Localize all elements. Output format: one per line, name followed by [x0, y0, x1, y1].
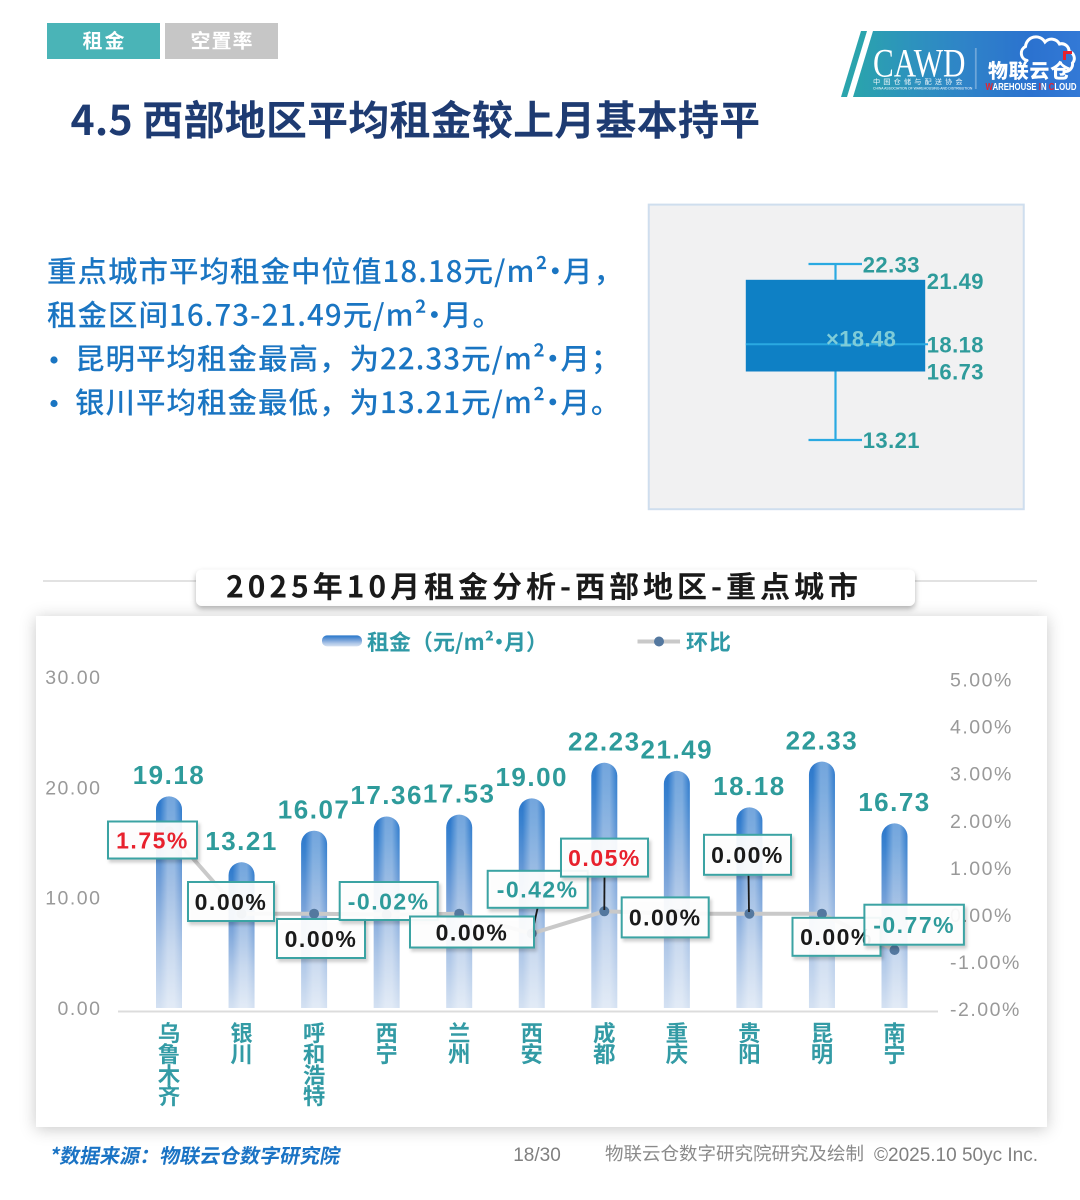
svg-text:-1.00%: -1.00%: [950, 952, 1021, 974]
svg-text:13.21: 13.21: [205, 826, 278, 856]
svg-text:20.00: 20.00: [45, 777, 101, 799]
svg-text:17.36: 17.36: [350, 780, 423, 810]
svg-text:22.23: 22.23: [568, 726, 641, 756]
svg-text:18.18: 18.18: [927, 332, 984, 357]
svg-text:22.33: 22.33: [863, 252, 920, 277]
svg-text:-0.02%: -0.02%: [348, 888, 430, 914]
svg-text:18.18: 18.18: [713, 771, 786, 801]
svg-text:1.75%: 1.75%: [116, 827, 189, 853]
svg-text:-0.42%: -0.42%: [497, 877, 579, 903]
svg-text:10.00: 10.00: [45, 888, 101, 910]
svg-text:-2.00%: -2.00%: [950, 999, 1021, 1021]
svg-text:19.00: 19.00: [495, 762, 568, 792]
svg-text:0.00%: 0.00%: [195, 889, 268, 915]
svg-text:0.00%: 0.00%: [800, 924, 873, 950]
svg-text:21.49: 21.49: [641, 735, 714, 765]
svg-text:13.21: 13.21: [863, 428, 920, 453]
svg-text:30.00: 30.00: [45, 667, 101, 689]
svg-text:17.53: 17.53: [423, 778, 496, 808]
svg-text:19.18: 19.18: [133, 760, 206, 790]
svg-text:22.33: 22.33: [786, 725, 859, 755]
svg-text:1.00%: 1.00%: [950, 858, 1013, 880]
svg-text:4.00%: 4.00%: [950, 717, 1013, 739]
svg-text:WAREHOUSE IN CLOUD: WAREHOUSE IN CLOUD: [986, 81, 1077, 93]
svg-text:0.05%: 0.05%: [568, 845, 641, 871]
svg-text:16.07: 16.07: [278, 794, 351, 824]
svg-text:×18.48: ×18.48: [826, 326, 896, 351]
svg-text:0.00%: 0.00%: [711, 842, 784, 868]
svg-text:0.00: 0.00: [58, 998, 102, 1020]
svg-text:21.49: 21.49: [927, 269, 984, 294]
svg-text:2.00%: 2.00%: [950, 811, 1013, 833]
svg-text:18/30: 18/30: [513, 1145, 561, 1166]
svg-text:CHINA ASSOCIATION OF WAREHOUSI: CHINA ASSOCIATION OF WAREHOUSING AND DIS…: [873, 87, 973, 91]
svg-text:-0.77%: -0.77%: [873, 912, 955, 938]
svg-text:0.00%: 0.00%: [285, 926, 358, 952]
svg-text:0.00%: 0.00%: [950, 905, 1013, 927]
svg-text:©2025.10 50yc Inc.: ©2025.10 50yc Inc.: [874, 1145, 1038, 1166]
svg-text:16.73: 16.73: [927, 360, 984, 385]
svg-text:5.00%: 5.00%: [950, 670, 1013, 692]
svg-text:CAWD: CAWD: [873, 40, 966, 85]
svg-text:16.73: 16.73: [858, 787, 931, 817]
svg-text:3.00%: 3.00%: [950, 764, 1013, 786]
svg-text:0.00%: 0.00%: [436, 919, 509, 945]
svg-text:0.00%: 0.00%: [629, 905, 702, 931]
